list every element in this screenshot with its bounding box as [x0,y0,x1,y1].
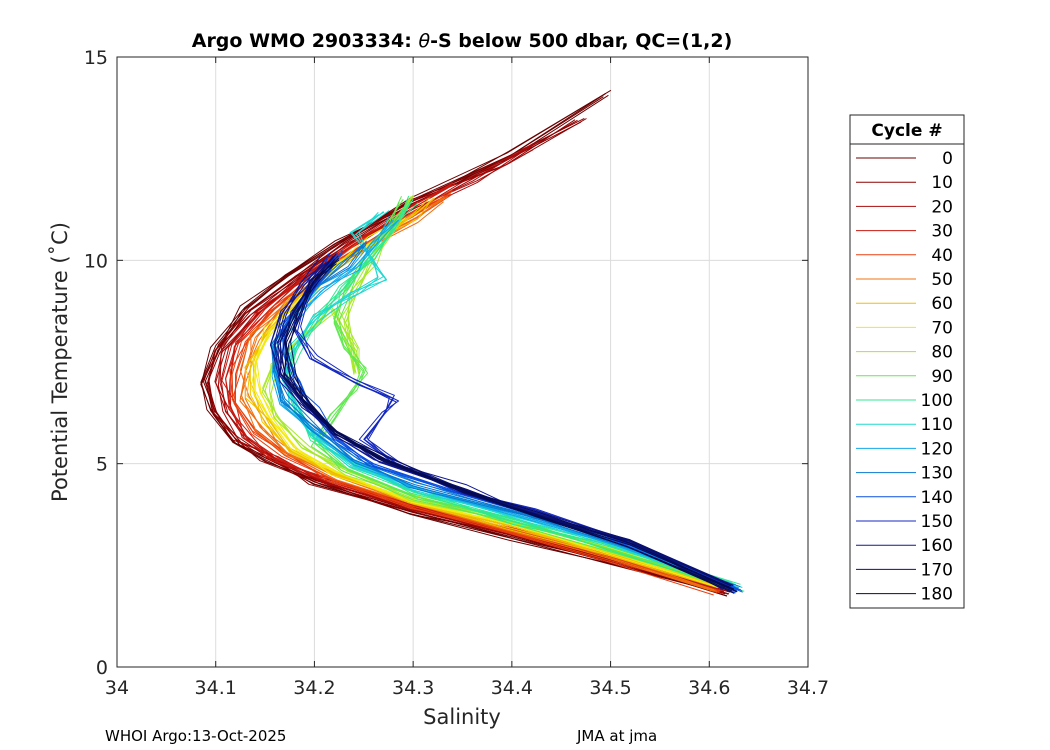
footer-source: WHOI Argo:13-Oct-2025 [105,727,286,745]
legend-label: 120 [921,439,953,459]
y-axis-label: Potential Temperature (˚C) [48,222,72,502]
legend-label: 130 [921,464,953,484]
x-tick-label: 34.7 [787,677,829,699]
x-tick-label: 34 [105,677,129,699]
chart-title: Argo WMO 2903334: θ-S below 500 dbar, QC… [192,30,733,52]
y-tick-label: 10 [84,250,108,272]
legend-label: 180 [921,585,953,605]
x-tick-label: 34.6 [688,677,730,699]
legend-box [849,114,965,609]
x-tick-label: 34.5 [589,677,631,699]
legend-label: 20 [931,197,953,217]
plot-frame [116,56,809,668]
legend-label: 0 [942,149,953,169]
footer-operator: JMA at jma [576,727,657,745]
legend-label: 60 [931,294,953,314]
profile-cycle-120-trace [271,219,736,590]
legend-title: Cycle # [871,121,942,141]
y-tick-label: 0 [96,657,108,679]
y-tick-label: 15 [84,47,108,69]
profile-cycle-120-trace [271,216,734,591]
legend-label: 100 [921,391,953,411]
profile-cycle-80-trace [270,195,722,586]
legend-label: 170 [921,560,953,580]
profile-cycle-180-trace [290,258,733,592]
profile-cycle-100 [284,199,740,589]
legend-label: 10 [931,173,953,193]
legend-label: 50 [931,270,953,290]
series-group [200,89,745,597]
legend-label: 90 [931,367,953,387]
x-tick-label: 34.2 [293,677,335,699]
legend-label: 110 [921,415,953,435]
legend-label: 70 [931,318,953,338]
profile-cycle-180-trace [283,263,735,590]
legend-label: 140 [921,488,953,508]
profile-cycle-40-trace [233,194,721,592]
axis-ticks: 34 34.1 34.2 34.3 34.4 34.5 34.6 34.7 0 5 10 15 [84,47,829,699]
y-tick-label: 5 [96,454,108,476]
legend: Cycle # 0 10 20 30 40 50 60 70 80 90 100 110 120 130 1… [849,114,965,609]
legend-label: 80 [931,343,953,363]
profile-cycle-100-trace [287,200,745,592]
legend-label: 160 [921,536,953,556]
profile-cycle-160-trace [269,261,724,591]
x-tick-label: 34.4 [491,677,533,699]
profile-cycle-180-trace [283,259,738,593]
x-tick-label: 34.3 [392,677,434,699]
x-tick-label: 34.1 [195,677,237,699]
x-axis-label: Salinity [423,705,501,729]
legend-label: 150 [921,512,953,532]
profile-cycle-110-trace [281,212,735,590]
legend-label: 40 [931,246,953,266]
legend-label: 30 [931,222,953,242]
